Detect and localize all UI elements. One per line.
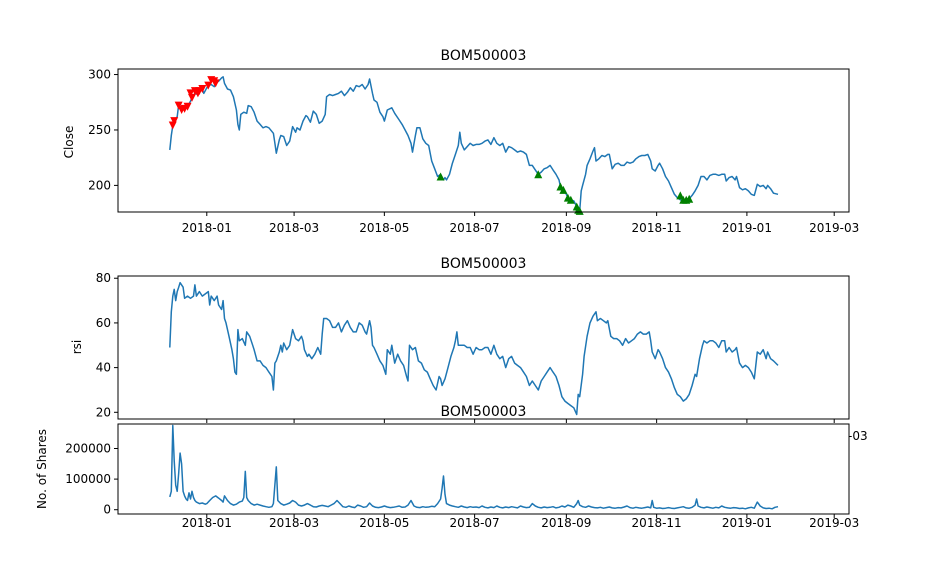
buy-marker [534,170,543,179]
sell-marker [211,79,220,88]
buy-marker [685,194,694,203]
y-tick-label: 20 [96,405,111,419]
sell-marker [186,89,195,98]
rsi-plot-frame [117,275,850,420]
rsi-overlapped-tick-fragment: -03 [848,429,868,443]
rsi-panel-title: BOM500003 [441,256,527,272]
close-line [169,76,779,212]
volume-ylabel: No. of Shares [35,429,49,509]
x-tick-label: 2018-05 [359,516,409,530]
sell-marker [187,93,196,102]
y-tick-label: 0 [103,503,111,517]
sell-marker [198,84,207,93]
rsi-panel: BOM500003 rsi 20 40 60 80 -03 [70,256,868,443]
y-tick-label: 250 [88,123,111,137]
sell-marker [204,81,213,90]
y-tick-label: 60 [96,316,111,330]
x-tick-label: 2019-03 [809,516,859,530]
x-tick-label: 2018-11 [632,221,682,235]
x-tick-label: 2018-09 [541,516,591,530]
buy-marker [436,172,445,181]
volume-plot-frame [117,423,850,515]
x-tick-label: 2018-03 [269,516,319,530]
x-tick-label: 2018-07 [450,221,500,235]
sell-marker [174,101,183,110]
y-tick-label: 300 [88,68,111,82]
x-tick-label: 2018-09 [541,221,591,235]
buy-markers [436,170,694,215]
x-tick-label: 2018-01 [182,221,232,235]
x-tick-label: 2018-01 [182,516,232,530]
y-tick-label: 200000 [65,441,111,455]
volume-plot-background [118,424,849,514]
buy-marker [566,195,575,204]
y-tick-label: 100000 [65,472,111,486]
y-tick-label: 200 [88,178,111,192]
sell-marker [170,117,179,126]
buy-marker [676,191,685,200]
rsi-ylabel: rsi [70,340,84,355]
x-tick-label: 2019-03 [809,221,859,235]
close-plot-frame [117,68,850,213]
rsi-line [169,281,779,416]
buy-marker [575,206,584,215]
sell-markers [168,76,220,130]
x-tick-label: 2018-05 [359,221,409,235]
volume-line [169,424,779,510]
buy-marker [559,185,568,194]
y-tick-label: 80 [96,271,111,285]
y-tick-label: 40 [96,361,111,375]
volume-panel-title: BOM500003 [441,404,527,420]
sell-marker [183,102,192,111]
close-panel-title: BOM500003 [441,48,527,64]
sell-marker [168,121,177,130]
x-tick-label: 2018-07 [450,516,500,530]
volume-panel: 0 100000 200000 2018-01 2018-03 2018-05 2018-… [35,404,859,530]
x-tick-label: 2019-01 [722,221,772,235]
x-tick-label: 2019-01 [722,516,772,530]
close-ylabel: Close [62,126,76,159]
x-tick-label: 2018-03 [269,221,319,235]
close-panel: BOM500003 Close 200 250 300 2018-01 2018-03… [62,48,859,235]
x-tick-label: 2018-11 [632,516,682,530]
